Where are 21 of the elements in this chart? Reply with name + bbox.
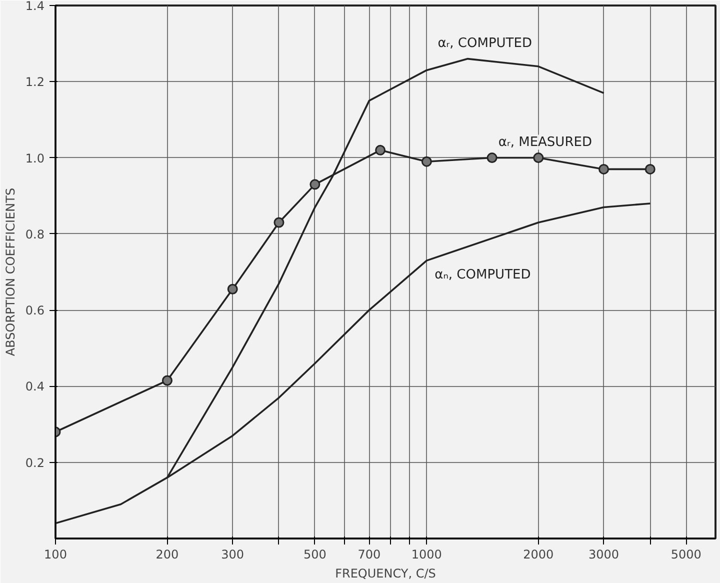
y-tick-label: 0.8: [25, 227, 45, 242]
x-tick-label: 500: [303, 548, 326, 562]
x-tick-label: 2000: [523, 548, 554, 562]
y-tick-label: 0.6: [25, 304, 45, 318]
x-tick-label: 100: [44, 548, 67, 562]
y-tick-label: 1.0: [25, 151, 45, 166]
x-tick-label: 3000: [588, 548, 620, 562]
x-tick-label: 200: [156, 548, 179, 562]
x-tick-label: 700: [358, 548, 381, 562]
y-tick-label: 1.2: [25, 75, 45, 90]
y-axis-title: ABSORPTION COEFFICIENTS: [3, 188, 18, 356]
series-label: αᵣ, MEASURED: [498, 134, 592, 150]
series-label: αᵣ, COMPUTED: [438, 36, 532, 51]
series-label: αₙ, COMPUTED: [434, 268, 531, 283]
x-tick-label: 1000: [411, 548, 442, 562]
x-axis-title: FREQUENCY, C/S: [335, 566, 436, 580]
x-tick-label: 5000: [670, 548, 702, 562]
y-tick-label: 0.2: [25, 456, 45, 470]
x-tick-label: 300: [221, 548, 244, 562]
y-tick-label: 0.4: [25, 380, 45, 394]
y-tick-label: 1.4: [25, 0, 45, 13]
